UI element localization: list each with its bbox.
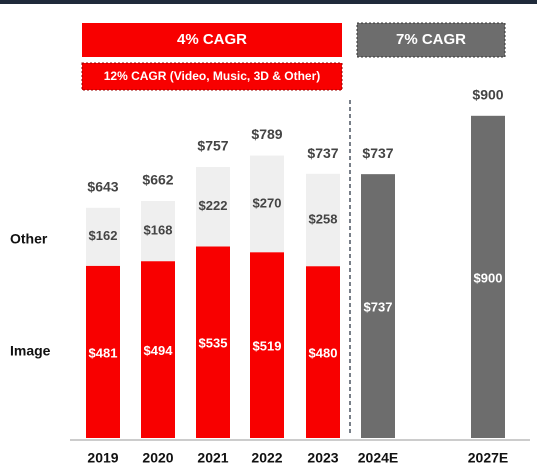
bar-segment (196, 166, 230, 247)
bar-segment (86, 265, 120, 438)
x-tick-label: 2022 (251, 450, 282, 466)
annotation: 7% CAGR (396, 31, 466, 48)
value-label: $162 (89, 228, 118, 243)
x-tick-label: 2020 (142, 450, 173, 466)
series-label: Other (10, 231, 48, 247)
value-label: $480 (309, 346, 338, 361)
x-tick-label: 2023 (307, 450, 338, 466)
bar-segment (250, 252, 284, 438)
cagr-box (81, 62, 343, 91)
bar-segment (306, 266, 340, 438)
value-label: $900 (474, 270, 503, 285)
value-label: $222 (199, 198, 228, 213)
series-label: Image (10, 343, 51, 359)
bar-segment (471, 115, 505, 439)
x-tick-label: 2021 (197, 450, 228, 466)
bar-segment (141, 201, 175, 262)
bar-segment (141, 261, 175, 438)
total-label: $757 (197, 138, 228, 154)
value-label: $168 (144, 223, 173, 238)
value-label: $535 (199, 336, 228, 351)
value-label: $519 (253, 339, 282, 354)
total-label: $643 (87, 179, 118, 195)
annotation: 4% CAGR (177, 31, 247, 48)
total-label: $737 (307, 145, 338, 161)
x-tick-label: 2024E (358, 450, 398, 466)
total-label: $900 (472, 87, 503, 103)
bar-segment (196, 246, 230, 438)
bar-segment (86, 207, 120, 266)
value-label: $258 (309, 211, 338, 226)
cagr-box (82, 23, 342, 57)
total-label: $662 (142, 172, 173, 188)
top-rule (0, 0, 537, 4)
bar-segment (306, 173, 340, 267)
value-label: $481 (89, 345, 118, 360)
total-label: $737 (362, 145, 393, 161)
value-label: $737 (364, 300, 393, 315)
annotation: 12% CAGR (Video, Music, 3D & Other) (104, 69, 321, 83)
x-tick-label: 2027E (468, 450, 508, 466)
bar-segment (250, 155, 284, 253)
value-label: $494 (144, 343, 174, 358)
x-tick-label: 2019 (87, 450, 118, 466)
value-label: $270 (253, 195, 282, 210)
bar-segment (361, 174, 395, 439)
cagr-box (356, 22, 506, 58)
total-label: $789 (251, 126, 282, 142)
